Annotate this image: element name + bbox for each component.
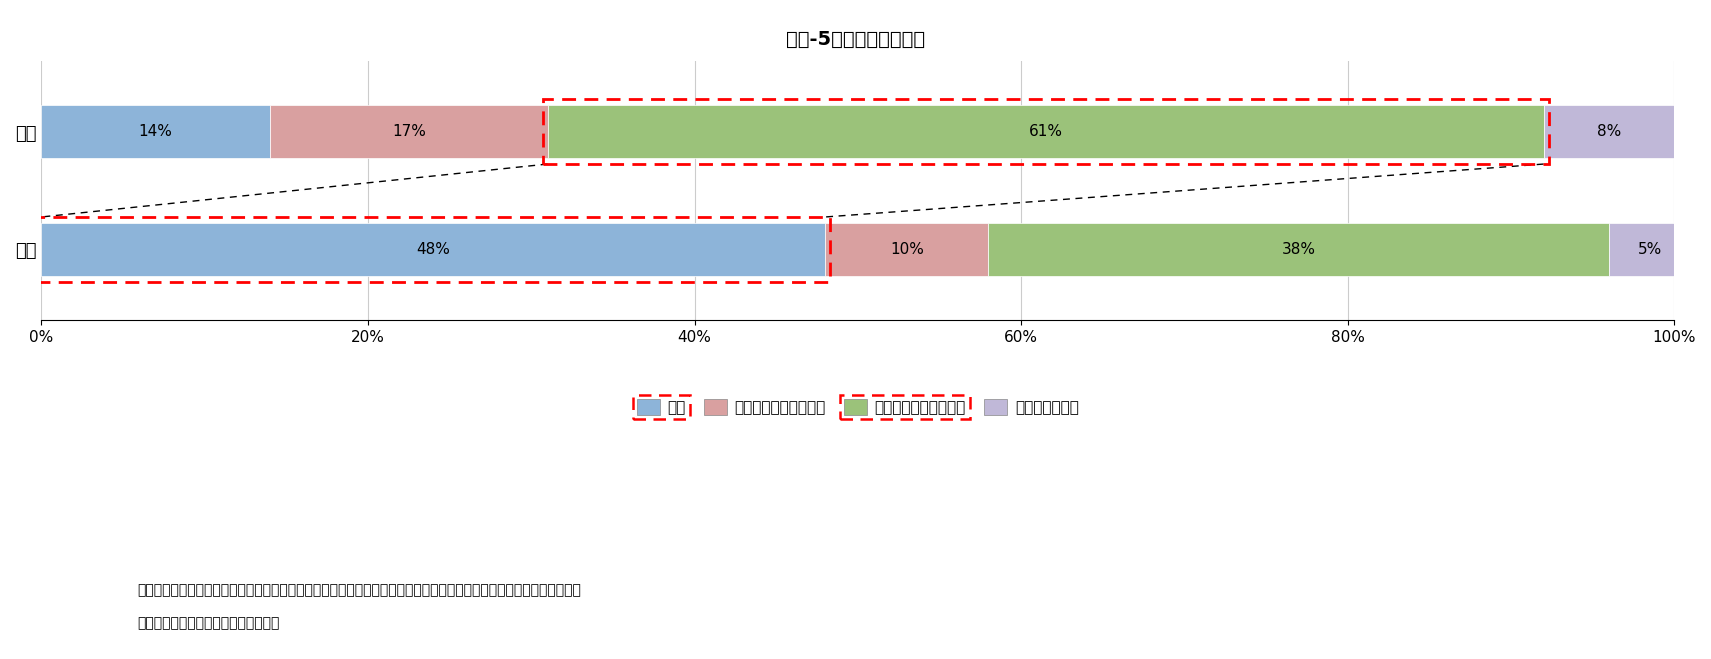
Text: をもとにニッセイ基礎研究所作成: をもとにニッセイ基礎研究所作成 xyxy=(137,616,279,630)
Bar xyxy=(41,223,825,275)
Text: 14%: 14% xyxy=(139,124,173,139)
Text: （出所）一般社団法人不動産協会「外国人ビジネスパーソンの都市・オフィス・居住環境に関するニーズ調査報告書」: （出所）一般社団法人不動産協会「外国人ビジネスパーソンの都市・オフィス・居住環境… xyxy=(137,583,580,597)
Bar xyxy=(270,105,548,158)
Bar xyxy=(542,100,1548,164)
Text: 8%: 8% xyxy=(1596,124,1620,139)
Bar xyxy=(1543,105,1675,158)
Bar xyxy=(548,105,1543,158)
Bar xyxy=(36,217,830,281)
Text: 61%: 61% xyxy=(1028,124,1063,139)
Bar xyxy=(41,105,270,158)
Text: 10%: 10% xyxy=(890,242,924,257)
Text: 図表-5　住宅の所有形態: 図表-5 住宅の所有形態 xyxy=(785,30,926,49)
Bar xyxy=(1608,223,1690,275)
Bar xyxy=(989,223,1608,275)
Bar xyxy=(825,223,989,275)
Text: 38%: 38% xyxy=(1282,242,1316,257)
Text: 5%: 5% xyxy=(1637,242,1661,257)
Text: 17%: 17% xyxy=(392,124,426,139)
Text: 48%: 48% xyxy=(416,242,450,257)
Legend: 所有, 法人契約による賃貸借, 個人契約による賃貸借, 会社所有の社宅: 所有, 法人契約による賃貸借, 個人契約による賃貸借, 会社所有の社宅 xyxy=(631,393,1085,421)
